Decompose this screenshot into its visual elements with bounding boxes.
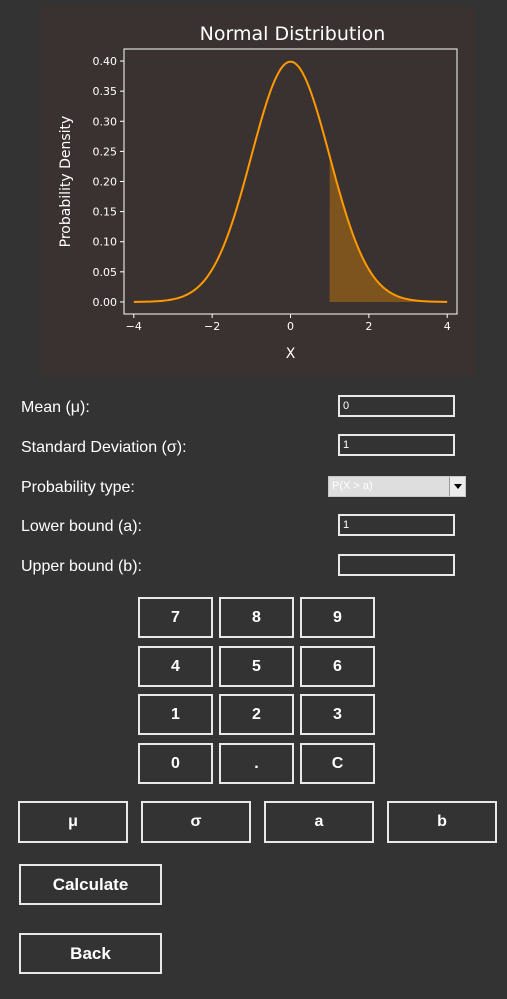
y-tick-label: 0.10 bbox=[93, 236, 118, 249]
shaded-probability-area bbox=[329, 156, 448, 302]
x-axis-label: X bbox=[286, 346, 296, 362]
x-tick-label: 2 bbox=[365, 320, 372, 333]
key-5-button[interactable]: 5 bbox=[219, 646, 294, 687]
y-tick-label: 0.35 bbox=[93, 85, 118, 98]
chart-panel: −4 −2 0 2 4 0.00 0.05 0.10 0.15 0.20 0.25 0.30 0.35 0… bbox=[40, 6, 475, 376]
key-0-button[interactable]: 0 bbox=[138, 743, 213, 784]
key-4-button[interactable]: 4 bbox=[138, 646, 213, 687]
sd-input[interactable] bbox=[338, 434, 455, 456]
y-tick-label: 0.15 bbox=[93, 206, 118, 219]
key-7-button[interactable]: 7 bbox=[138, 597, 213, 638]
probability-type-value: P(X > a) bbox=[332, 480, 373, 492]
chart-title: Normal Distribution bbox=[200, 23, 386, 45]
x-tick-label: −2 bbox=[204, 320, 220, 333]
clear-button[interactable]: C bbox=[300, 743, 375, 784]
upper-bound-label: Upper bound (b): bbox=[21, 558, 142, 575]
key-6-button[interactable]: 6 bbox=[300, 646, 375, 687]
mean-input[interactable] bbox=[338, 395, 455, 417]
y-tick-label: 0.00 bbox=[93, 296, 118, 309]
x-tick-label: −4 bbox=[126, 320, 142, 333]
y-axis-label: Probability Density bbox=[58, 116, 74, 248]
back-button[interactable]: Back bbox=[19, 933, 162, 974]
key-8-button[interactable]: 8 bbox=[219, 597, 294, 638]
plot-frame bbox=[123, 48, 458, 315]
key-1-button[interactable]: 1 bbox=[138, 694, 213, 735]
probability-type-select[interactable]: P(X > a) bbox=[328, 476, 466, 497]
y-tick-label: 0.25 bbox=[93, 145, 118, 158]
lower-bound-input[interactable] bbox=[338, 514, 455, 536]
normal-distribution-chart: −4 −2 0 2 4 0.00 0.05 0.10 0.15 0.20 0.25 0.30 0.35 0… bbox=[58, 23, 458, 362]
target-mean-button[interactable]: μ bbox=[18, 801, 128, 843]
key-2-button[interactable]: 2 bbox=[219, 694, 294, 735]
sd-label: Standard Deviation (σ): bbox=[21, 439, 187, 456]
target-lower-bound-button[interactable]: a bbox=[264, 801, 374, 843]
chevron-down-icon[interactable] bbox=[449, 477, 465, 496]
mean-label: Mean (μ): bbox=[21, 399, 90, 416]
x-tick-label: 0 bbox=[287, 320, 294, 333]
y-tick-label: 0.30 bbox=[93, 115, 118, 128]
target-upper-bound-button[interactable]: b bbox=[387, 801, 497, 843]
target-sd-button[interactable]: σ bbox=[141, 801, 251, 843]
density-curve bbox=[133, 60, 448, 303]
lower-bound-label: Lower bound (a): bbox=[21, 518, 142, 535]
x-tick-label: 4 bbox=[444, 320, 451, 333]
key-decimal-button[interactable]: . bbox=[219, 743, 294, 784]
y-tick-label: 0.20 bbox=[93, 176, 118, 189]
y-tick-label: 0.40 bbox=[93, 55, 118, 68]
calculate-button[interactable]: Calculate bbox=[19, 864, 162, 905]
probability-type-label: Probability type: bbox=[21, 479, 135, 496]
key-3-button[interactable]: 3 bbox=[300, 694, 375, 735]
key-9-button[interactable]: 9 bbox=[300, 597, 375, 638]
upper-bound-input[interactable] bbox=[338, 554, 455, 576]
y-tick-label: 0.05 bbox=[93, 266, 118, 279]
